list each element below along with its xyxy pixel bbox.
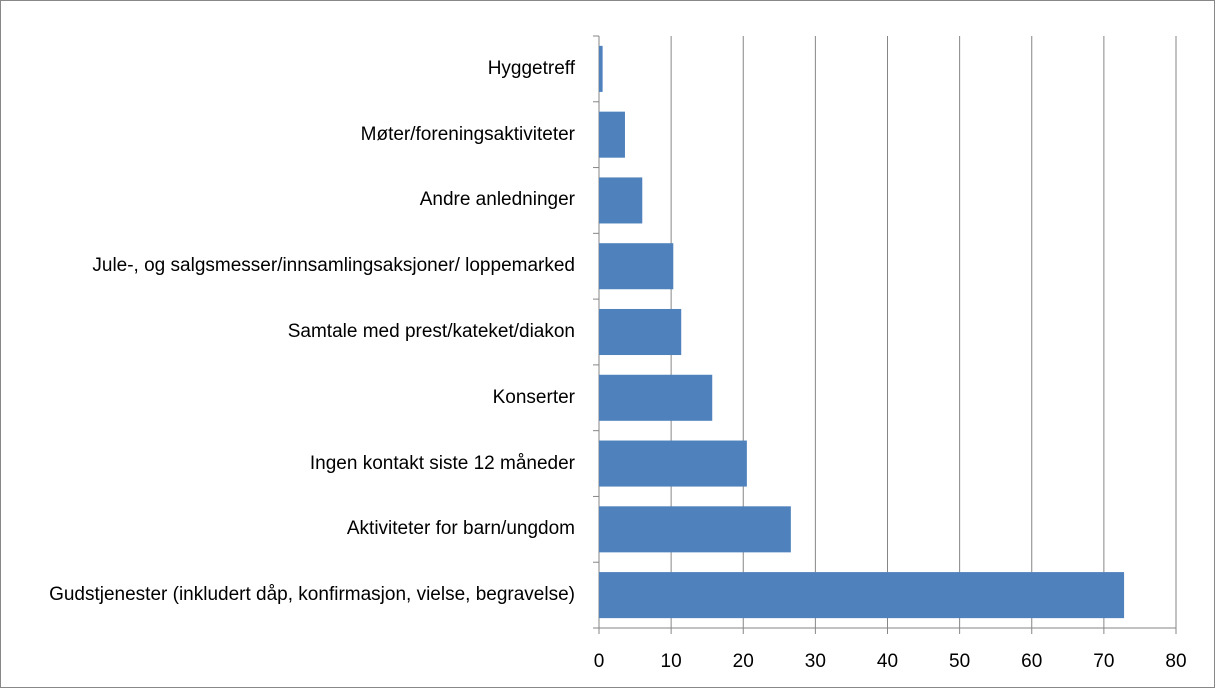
x-tick-label: 0: [594, 651, 605, 672]
x-tick-label: 30: [805, 651, 826, 672]
x-tick-label: 70: [1093, 651, 1114, 672]
y-tick-label: Hyggetreff: [487, 57, 575, 79]
y-tick-label: Andre anledninger: [419, 189, 575, 211]
bar: [599, 243, 674, 290]
y-tick-label-box: Konserter: [8, 386, 575, 410]
bar: [599, 45, 603, 92]
bar: [599, 440, 747, 487]
x-tick-label: 10: [661, 651, 682, 672]
x-tick-label: 20: [733, 651, 754, 672]
y-tick-label-box: Aktiviteter for barn/ungdom: [8, 517, 575, 541]
bar: [599, 308, 682, 356]
bar: [599, 177, 643, 224]
x-tick-label: 50: [949, 651, 970, 672]
y-tick-label-box: Andre anledninger: [8, 188, 575, 212]
bar: [599, 374, 713, 421]
y-tick-label: Møter/foreningsaktiviteter: [360, 123, 575, 145]
bar: [599, 572, 1125, 619]
y-tick-label-box: Jule-, og salgsmesser/innsamlingsaksjone…: [8, 254, 575, 278]
x-tick-label: 60: [1021, 651, 1042, 672]
y-tick-label-box: Gudstjenester (inkludert dåp, konfirmasj…: [8, 583, 575, 607]
x-tick-label: 40: [877, 651, 898, 672]
y-tick-label: Aktiviteter for barn/ungdom: [346, 518, 575, 540]
x-tick-label: 80: [1165, 651, 1186, 672]
bar: [599, 506, 791, 553]
y-tick-label-box: Hyggetreff: [8, 57, 575, 81]
y-tick-label: Jule-, og salgsmesser/innsamlingsaksjone…: [92, 255, 575, 277]
y-tick-label: Ingen kontakt siste 12 måneder: [309, 452, 575, 474]
y-tick-label: Samtale med prest/kateket/diakon: [287, 321, 575, 342]
y-tick-label-box: Ingen kontakt siste 12 måneder: [8, 452, 575, 476]
y-tick-label-box: Samtale med prest/kateket/diakon: [8, 320, 575, 344]
y-tick-label: Konserter: [492, 386, 575, 408]
y-tick-label: Gudstjenester (inkludert dåp, konfirmasj…: [49, 584, 575, 606]
bar: [599, 111, 625, 158]
y-tick-label-box: Møter/foreningsaktiviteter: [8, 123, 575, 147]
